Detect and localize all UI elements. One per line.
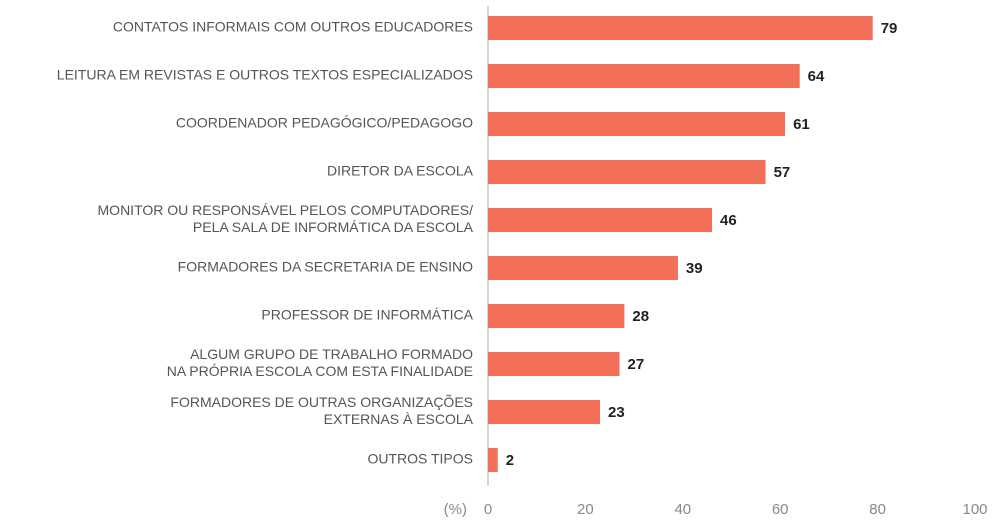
bar (488, 400, 601, 424)
bar (488, 112, 786, 136)
y-tick-label: OUTROS TIPOS (367, 451, 473, 467)
x-tick-label: 40 (674, 501, 691, 518)
y-tick-label: LEITURA EM REVISTAS E OUTROS TEXTOS ESPE… (57, 67, 473, 83)
y-tick-label: PROFESSOR DE INFORMÁTICA (261, 307, 473, 323)
bar (488, 256, 678, 280)
bar (488, 64, 800, 88)
y-tick-label: MONITOR OU RESPONSÁVEL PELOS COMPUTADORE… (98, 202, 474, 218)
bar (488, 160, 766, 184)
data-label: 27 (627, 356, 644, 373)
bar (488, 16, 873, 40)
bar (488, 352, 620, 376)
y-tick-label: EXTERNAS À ESCOLA (324, 411, 474, 427)
y-tick-label: NA PRÓPRIA ESCOLA COM ESTA FINALIDADE (167, 363, 473, 379)
y-tick-label: FORMADORES DA SECRETARIA DE ENSINO (178, 259, 473, 275)
x-tick-label: 20 (577, 501, 594, 518)
bar (488, 304, 625, 328)
x-tick-label: 100 (962, 501, 987, 518)
data-label: 2 (506, 452, 514, 469)
x-axis-label: (%) (444, 501, 467, 518)
x-tick-label: 80 (869, 501, 886, 518)
bar (488, 448, 498, 472)
data-label: 61 (793, 116, 810, 133)
bar (488, 208, 713, 232)
data-label: 23 (608, 404, 625, 421)
y-tick-label: ALGUM GRUPO DE TRABALHO FORMADO (190, 346, 473, 362)
data-label: 39 (686, 260, 703, 277)
data-label: 64 (808, 68, 825, 85)
data-label: 79 (881, 20, 898, 37)
y-tick-label: DIRETOR DA ESCOLA (327, 163, 474, 179)
y-tick-label: FORMADORES DE OUTRAS ORGANIZAÇÕES (170, 394, 473, 410)
data-label: 46 (720, 212, 737, 229)
y-tick-label: COORDENADOR PEDAGÓGICO/PEDAGOGO (176, 115, 473, 131)
x-tick-label: 0 (484, 501, 492, 518)
y-tick-label: CONTATOS INFORMAIS COM OUTROS EDUCADORES (113, 19, 473, 35)
x-tick-label: 60 (772, 501, 789, 518)
data-label: 28 (632, 308, 649, 325)
data-label: 57 (774, 164, 791, 181)
y-tick-label: PELA SALA DE INFORMÁTICA DA ESCOLA (193, 219, 474, 235)
